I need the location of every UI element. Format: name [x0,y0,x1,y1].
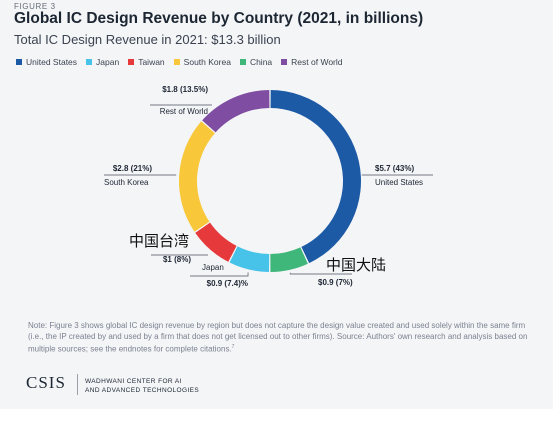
donut-chart: $5.7 (43%) United States $0.9 (7%) Japan $0.… [104,85,433,288]
callout-line [190,272,249,277]
callout-japan: Japan $0.9 (7.4)% [190,263,249,288]
csis-logo: CSIS [26,373,66,392]
callout-category: South Korea [104,178,149,187]
callout-value: $1.8 (13.5%) [162,85,208,94]
chart-note: Note: Figure 3 shows global IC design re… [28,321,528,355]
callout-category: Rest of World [160,107,208,116]
chart-subtitle: Total IC Design Revenue in 2021: $13.3 b… [14,32,281,47]
callout-south-korea: $2.8 (21%) South Korea [104,164,177,187]
chart-legend: United States Japan Taiwan South Korea China… [16,57,352,67]
legend-item: United States [16,57,77,67]
donut-slice-japan [229,246,270,272]
center-name-line1: WADHWANI CENTER FOR AI [85,378,182,385]
callout-category: Japan [202,263,224,272]
legend-item: China [239,57,273,67]
legend-item: Japan [86,57,119,67]
callout-united-states: $5.7 (43%) United States [361,164,433,187]
donut-slice-china [270,247,308,272]
legend-swatch [281,59,288,65]
legend-label: Japan [96,57,120,67]
legend-swatch [16,59,22,65]
callout-rest-of-world: $1.8 (13.5%) Rest of World [150,85,212,116]
donut-slice-taiwan [195,222,237,262]
center-name-line2: AND ADVANCED TECHNOLOGIES [85,387,200,394]
callout-value: $5.7 (43%) [375,164,414,173]
legend-swatch [128,59,135,65]
legend-swatch [239,59,246,65]
donut-slice-south-korea [179,121,215,232]
legend-label: South Korea [183,57,231,67]
legend-label: China [249,57,273,67]
china-chinese-label: 中国大陆 [326,256,387,274]
callout-value: $1 (8%) [163,255,191,264]
legend-item: Rest of World [281,57,343,67]
callout-category: United States [375,178,423,187]
legend-swatch [86,59,93,65]
callout-value: $0.9 (7%) [318,278,353,287]
figure-card: FIGURE 3 Global IC Design Revenue by Cou… [0,0,553,409]
callout-line [289,272,352,275]
taiwan-chinese-label: 中国台湾 [129,232,190,250]
logo-divider [77,374,78,395]
note-text: Note: Figure 3 shows global IC design re… [28,321,528,354]
legend-item: South Korea [173,57,231,67]
note-superscript: 7 [231,344,235,350]
legend-item: Taiwan [128,57,165,67]
callout-taiwan: $1 (8%) [151,254,209,264]
callout-value: $0.9 (7.4)% [207,279,248,288]
legend-label: Rest of World [291,57,343,67]
callout-china: $0.9 (7%) [289,272,353,287]
center-name: WADHWANI CENTER FOR AI AND ADVANCED TECH… [85,377,199,395]
donut-slice-rest-of-world [202,90,270,133]
callout-value: $2.8 (21%) [113,164,152,173]
figure-label: FIGURE 3 [14,2,56,11]
chart-title: Global IC Design Revenue by Country (202… [14,10,424,27]
donut-slice-united-states [270,90,361,264]
legend-swatch [173,59,180,65]
legend-label: United States [26,57,78,67]
legend-label: Taiwan [138,57,165,67]
